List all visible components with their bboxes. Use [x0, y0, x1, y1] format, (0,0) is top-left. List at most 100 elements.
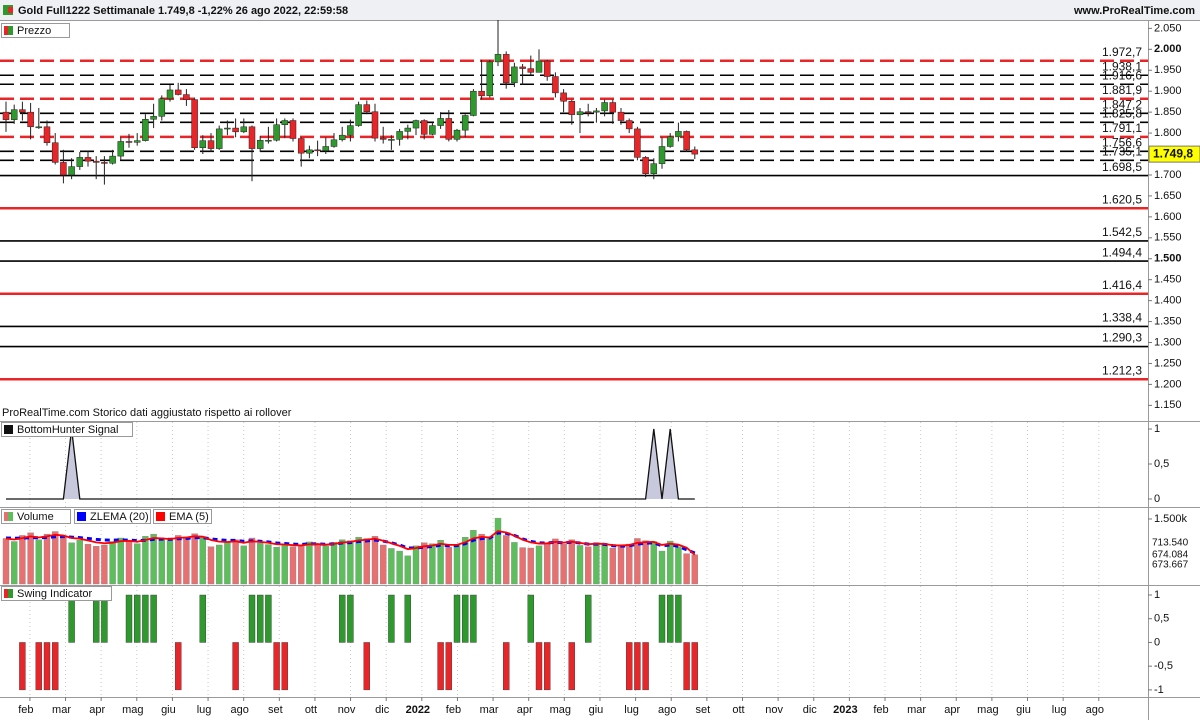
volume-bar	[511, 542, 518, 585]
last-value-box	[1149, 558, 1199, 571]
volume-bar	[560, 543, 567, 585]
swing-bar	[92, 594, 100, 643]
candle-body	[265, 139, 272, 142]
candle-body	[207, 140, 215, 149]
tag-icon	[8, 589, 13, 598]
swing-bar	[52, 642, 59, 691]
volume-bar	[593, 542, 600, 585]
last-value-box	[1149, 548, 1199, 561]
x-tick-label: ott	[305, 704, 317, 716]
candle-body	[363, 104, 371, 112]
legend-tag[interactable]	[74, 509, 151, 524]
volume-bar	[150, 533, 157, 585]
volume-bar	[404, 555, 411, 585]
candle-body	[404, 127, 412, 132]
legend-tag[interactable]	[153, 509, 212, 524]
volume-bar	[683, 553, 690, 585]
level-label: 1.542,5	[1102, 225, 1142, 239]
candle-body	[289, 120, 297, 139]
volume-bar	[314, 543, 321, 585]
swing-bar	[634, 642, 641, 691]
candle-body	[101, 162, 108, 164]
y-tick-label: 1.500k	[1154, 513, 1188, 525]
candle-body	[191, 99, 198, 148]
y-tick-label: 1.800	[1154, 127, 1182, 139]
candle-body	[519, 66, 526, 69]
plot-content: feb mar apr mag giu lug ago set ott nov dic 2022 feb…	[0, 20, 1200, 716]
volume-bar	[68, 542, 75, 585]
volume-bar	[519, 547, 526, 585]
volume-bar	[347, 540, 354, 585]
volume-bar	[60, 536, 67, 585]
volume-bar	[265, 544, 272, 585]
x-tick-label: mar	[52, 704, 71, 716]
volume-bar	[76, 540, 84, 585]
candle-body	[273, 124, 280, 141]
candle-body	[338, 134, 346, 141]
volume-bar	[486, 538, 493, 585]
swing-bar	[568, 642, 575, 691]
y-tick-label: 1.850	[1154, 106, 1182, 118]
candle-body	[683, 131, 690, 151]
volume-bar	[650, 541, 657, 585]
panel-tag[interactable]	[1, 509, 71, 524]
y-tick-label: 1.550	[1154, 232, 1182, 244]
volume-bar	[273, 546, 280, 585]
volume-bar	[478, 533, 485, 585]
panel-tag[interactable]	[1, 422, 133, 437]
candle-body	[453, 129, 461, 140]
last-price-box	[1148, 145, 1200, 163]
y-tick-label: 2.050	[1154, 22, 1182, 34]
level-label: 1.847,2	[1102, 97, 1142, 111]
legend-label: EMA (5)	[169, 511, 209, 523]
tag-icon	[8, 26, 13, 35]
panel-tag[interactable]	[1, 23, 70, 38]
volume-bar	[101, 544, 108, 585]
candle-body	[601, 102, 608, 112]
candle-body	[35, 126, 43, 129]
x-tick-label: mar	[907, 704, 926, 716]
candle-body	[183, 94, 190, 100]
y-tick-label: 0,5	[1154, 458, 1169, 470]
candle-body	[478, 90, 485, 97]
swing-bar	[142, 594, 149, 643]
swing-bar	[68, 594, 75, 643]
volume-bar	[191, 533, 198, 585]
volume-bar	[363, 538, 370, 585]
volume-bar	[617, 545, 625, 585]
candle-body	[511, 66, 518, 84]
panel-tag[interactable]	[1, 586, 112, 601]
volume-bar	[576, 545, 584, 585]
candle-body	[215, 128, 223, 149]
swing-bar	[658, 594, 666, 643]
x-tick-label: lug	[197, 704, 212, 716]
swing-bar	[265, 594, 272, 643]
header-site[interactable]: www.ProRealTime.com	[1073, 5, 1195, 17]
candle-body	[68, 166, 75, 176]
volume-bar	[330, 542, 338, 585]
y-tick-label: 1.500	[1154, 253, 1182, 265]
candle-body	[552, 76, 559, 94]
volume-bar	[133, 543, 141, 585]
volume-bar	[437, 540, 444, 585]
volume-bar	[609, 547, 616, 585]
volume-bar	[109, 541, 116, 585]
x-tick-label: 2022	[406, 704, 430, 716]
volume-bar	[158, 538, 166, 585]
candle-body	[256, 139, 264, 149]
volume-bar	[634, 538, 641, 585]
volume-bar	[626, 543, 633, 585]
volume-bar	[248, 537, 256, 585]
volume-bar	[92, 546, 100, 585]
candle-body	[125, 141, 133, 143]
volume-bar	[667, 540, 674, 585]
x-tick-label: giu	[161, 704, 176, 716]
level-label: 1.881,9	[1102, 83, 1142, 97]
candle-body	[650, 163, 658, 174]
level-label: 1.756,6	[1102, 135, 1142, 149]
swing-bar	[273, 642, 280, 691]
candle-body	[527, 68, 535, 73]
y-tick-label: 1	[1154, 589, 1160, 601]
candle-body	[232, 127, 239, 133]
volume-bar	[396, 550, 403, 585]
